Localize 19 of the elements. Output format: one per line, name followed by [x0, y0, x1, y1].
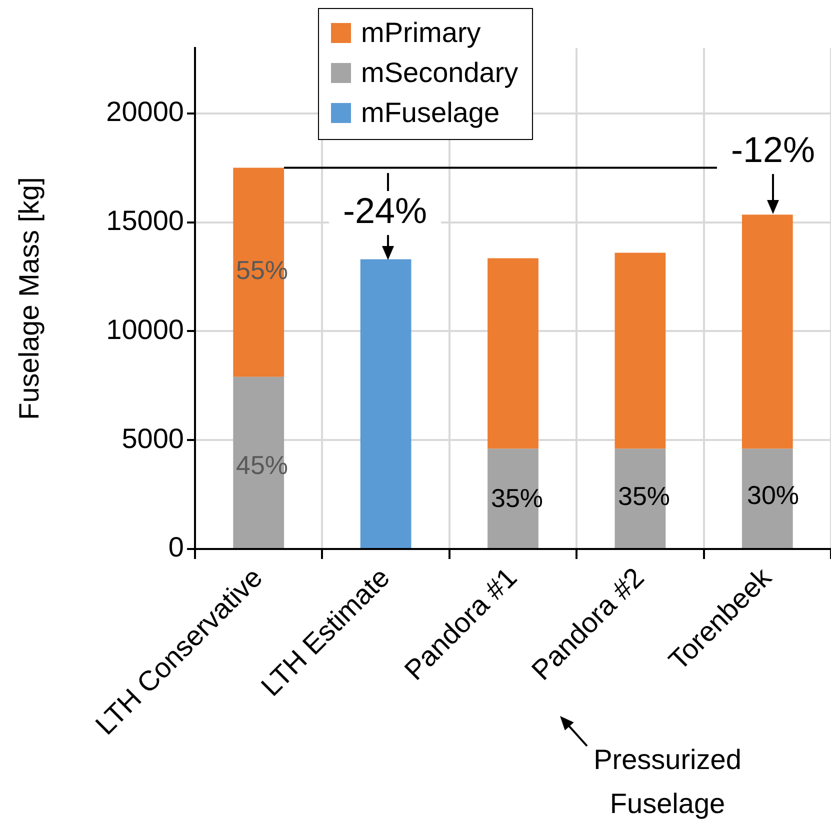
bar: [360, 259, 412, 548]
annotation: 35%: [618, 481, 670, 512]
annotation: 30%: [746, 480, 800, 510]
y-tick-label: 0: [168, 532, 184, 563]
y-tick-label: 20000: [106, 96, 184, 128]
legend-label: mFuselage: [361, 96, 500, 130]
y-tick-label: 15000: [106, 204, 184, 236]
bar: [742, 214, 793, 449]
legend-label: mPrimary: [361, 16, 481, 50]
y-axis-title: Fuselage Mass [kg]: [14, 177, 45, 420]
annotation: 35%: [490, 483, 544, 514]
bar: [614, 252, 666, 449]
y-tick-label: 5000: [122, 422, 184, 454]
y-tick-label: 10000: [106, 314, 184, 345]
annotation: -12%: [730, 128, 816, 170]
bar: [488, 258, 538, 449]
legend-label: mSecondary: [361, 56, 518, 90]
text: Pressurized Fuselage: [592, 743, 742, 821]
annotation: -24%: [342, 190, 428, 231]
